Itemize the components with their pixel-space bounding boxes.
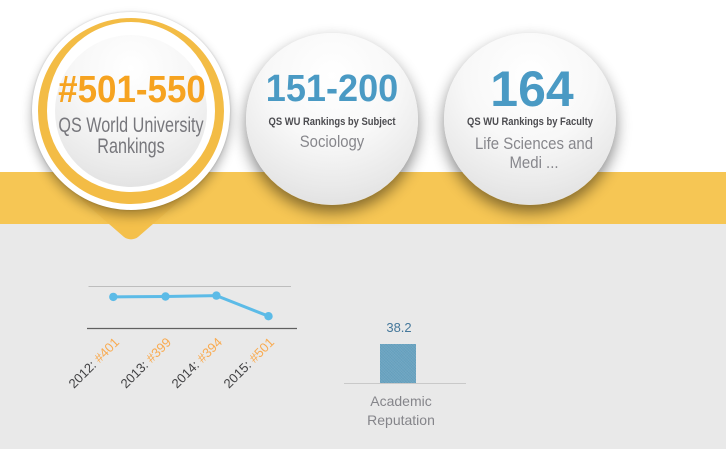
svg-text:2015: #501: 2015: #501 (220, 335, 277, 392)
svg-text:2013: #399: 2013: #399 (117, 335, 174, 392)
svg-text:2012: #401: 2012: #401 (65, 335, 122, 392)
svg-text:2014: #394: 2014: #394 (168, 335, 225, 392)
